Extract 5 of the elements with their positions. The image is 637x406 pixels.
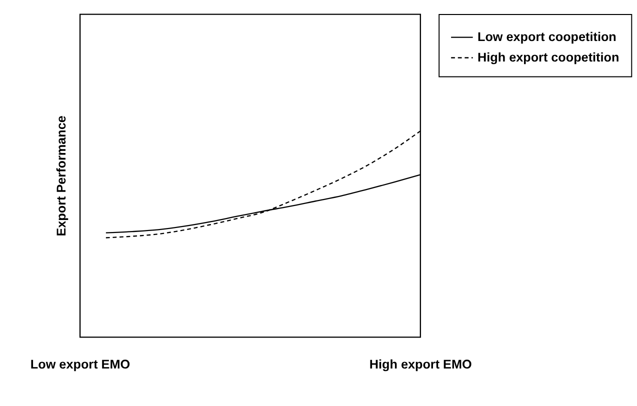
x-tick-label: Low export EMO (30, 357, 130, 372)
x-tick-label: High export EMO (369, 357, 472, 372)
y-axis-title: Export Performance (54, 116, 69, 236)
legend-label: Low export coopetition (478, 30, 616, 44)
legend-label: High export coopetition (478, 50, 620, 65)
